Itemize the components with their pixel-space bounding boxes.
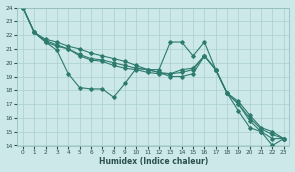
X-axis label: Humidex (Indice chaleur): Humidex (Indice chaleur)	[99, 157, 208, 166]
